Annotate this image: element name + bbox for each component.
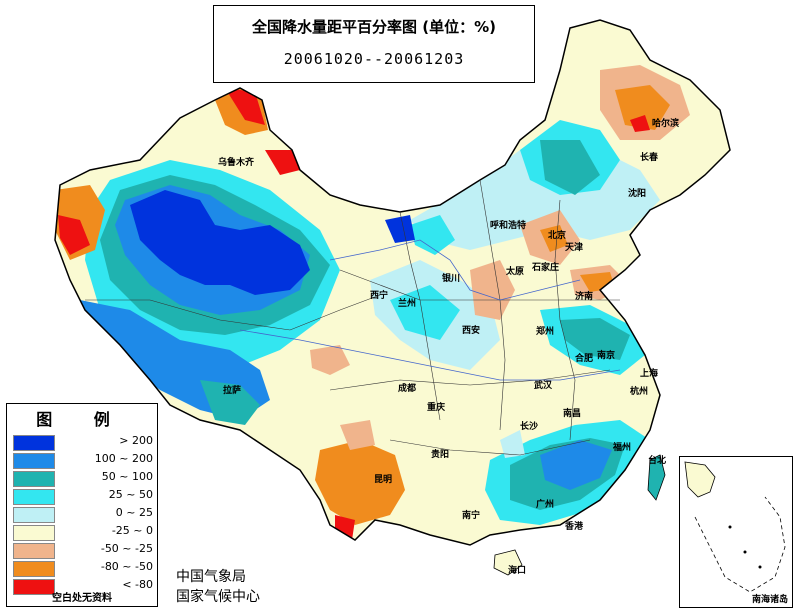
legend-row: > 200 [13, 434, 153, 451]
city-label: 西宁 [370, 291, 389, 301]
city-label: 台北 [648, 456, 667, 466]
inset-map [684, 461, 786, 593]
legend-label: -80 ~ -50 [100, 560, 153, 573]
legend-swatch [13, 543, 55, 559]
city-label: 长沙 [520, 422, 539, 432]
city-label: 福州 [613, 443, 632, 453]
map-title-box: 全国降水量距平百分率图 (单位：%) 20061020--20061203 [213, 5, 535, 83]
legend-swatch [13, 579, 55, 595]
legend-row: 0 ~ 25 [13, 506, 153, 523]
legend-note: 空白处无资料 [52, 593, 112, 604]
legend-swatch [13, 525, 55, 541]
city-label: 石家庄 [532, 263, 560, 273]
city-label: 银川 [442, 274, 461, 284]
agency-line1: 中国气象局 [176, 569, 246, 585]
legend-row: 100 ~ 200 [13, 452, 153, 469]
legend-label: 50 ~ 100 [101, 470, 153, 483]
south-china-sea-inset: 南海诸岛 [679, 456, 793, 608]
legend-row: < -80 [13, 578, 153, 595]
city-label: 南宁 [462, 511, 481, 521]
city-label: 哈尔滨 [652, 119, 680, 129]
city-label: 南京 [597, 351, 616, 361]
legend-label: 100 ~ 200 [94, 452, 153, 465]
legend-label: > 200 [119, 434, 153, 447]
legend-swatch [13, 435, 55, 451]
inset-label: 南海诸岛 [751, 595, 788, 605]
city-label: 呼和浩特 [490, 221, 527, 231]
legend-row: -50 ~ -25 [13, 542, 153, 559]
legend-row: 50 ~ 100 [13, 470, 153, 487]
city-label: 广州 [536, 500, 555, 510]
city-label: 郑州 [536, 327, 555, 337]
legend-swatch [13, 453, 55, 469]
legend-swatch [13, 471, 55, 487]
legend-label: < -80 [122, 578, 153, 591]
map-title: 全国降水量距平百分率图 (单位：%) [252, 18, 496, 36]
city-label: 天津 [565, 243, 584, 253]
city-label: 长春 [640, 153, 659, 163]
city-label: 昆明 [374, 475, 393, 485]
legend-label: -25 ~ 0 [111, 524, 153, 537]
city-label: 武汉 [534, 381, 553, 391]
city-label: 杭州 [630, 387, 649, 397]
city-label: 西安 [462, 326, 481, 336]
city-label: 济南 [575, 292, 594, 302]
city-label: 成都 [398, 384, 417, 394]
legend-row: 25 ~ 50 [13, 488, 153, 505]
legend-heading: 图 例 [36, 410, 128, 429]
legend: 图 例 > 200 100 ~ 200 50 ~ 100 25 ~ 50 0 ~… [6, 403, 158, 607]
legend-row: -80 ~ -50 [13, 560, 153, 577]
city-label: 海口 [508, 566, 527, 576]
city-label: 太原 [506, 267, 525, 277]
city-label: 上海 [640, 369, 659, 379]
city-label: 兰州 [398, 299, 417, 309]
city-label: 南昌 [563, 409, 582, 419]
legend-row: -25 ~ 0 [13, 524, 153, 541]
legend-swatch [13, 489, 55, 505]
legend-label: 25 ~ 50 [108, 488, 153, 501]
legend-swatch [13, 507, 55, 523]
map-period: 20061020--20061203 [283, 50, 465, 68]
city-label: 贵阳 [431, 450, 450, 460]
agency-line2: 国家气候中心 [176, 589, 260, 605]
city-label: 北京 [548, 231, 567, 241]
legend-label: 0 ~ 25 [115, 506, 153, 519]
city-label: 乌鲁木齐 [218, 158, 255, 168]
city-label: 沈阳 [628, 189, 647, 199]
city-label: 重庆 [427, 403, 446, 413]
city-label: 香港 [565, 522, 584, 532]
city-label: 拉萨 [223, 386, 242, 396]
city-label: 合肥 [575, 354, 594, 364]
legend-label: -50 ~ -25 [100, 542, 153, 555]
legend-swatch [13, 561, 55, 577]
